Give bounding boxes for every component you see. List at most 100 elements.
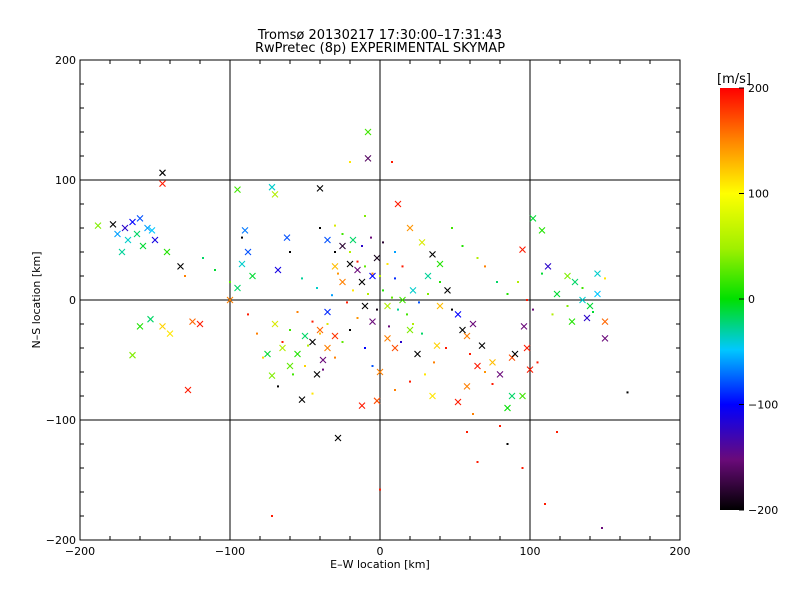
data-point-dot bbox=[256, 332, 258, 335]
data-point-cross bbox=[324, 344, 331, 352]
data-point-cross bbox=[249, 272, 256, 280]
data-point-dot bbox=[352, 289, 354, 292]
data-point-cross bbox=[594, 290, 601, 298]
data-point-cross bbox=[339, 278, 346, 286]
data-point-cross bbox=[544, 263, 552, 270]
data-point-cross bbox=[463, 383, 471, 390]
data-point-cross bbox=[384, 335, 391, 342]
data-point-cross bbox=[334, 434, 342, 442]
data-point-dot bbox=[421, 332, 423, 335]
data-point-cross bbox=[331, 332, 339, 340]
colorbar-tick-label: −100 bbox=[748, 399, 778, 412]
data-point-dot bbox=[604, 277, 606, 280]
data-point-dot bbox=[382, 241, 384, 244]
data-point-dot bbox=[388, 325, 390, 328]
data-point-dot bbox=[451, 227, 453, 229]
data-point-cross bbox=[136, 323, 144, 330]
data-point-dot bbox=[626, 391, 629, 394]
data-point-cross bbox=[301, 332, 309, 340]
data-point-dot bbox=[592, 311, 594, 313]
data-point-cross bbox=[391, 344, 399, 352]
data-point-dot bbox=[326, 323, 329, 325]
data-point-dot bbox=[371, 365, 374, 367]
data-point-dot bbox=[301, 277, 303, 280]
data-point-dot bbox=[424, 373, 426, 376]
data-point-dot bbox=[394, 389, 396, 391]
data-point-dot bbox=[241, 236, 243, 239]
data-point-dot bbox=[311, 392, 314, 395]
grid bbox=[80, 60, 680, 540]
data-point-dot bbox=[184, 275, 186, 277]
data-point-dot bbox=[433, 361, 435, 364]
data-point-dot bbox=[451, 308, 453, 311]
data-point-cross bbox=[226, 296, 234, 304]
data-point-cross bbox=[339, 242, 346, 250]
data-point-cross bbox=[579, 296, 586, 304]
data-point-cross bbox=[196, 320, 204, 328]
data-point-cross bbox=[511, 350, 519, 358]
data-point-dot bbox=[476, 257, 479, 259]
chart-title: Tromsø 20130217 17:30:00–17:31:43 bbox=[257, 28, 502, 43]
data-point-cross bbox=[109, 221, 117, 228]
data-point-cross bbox=[151, 236, 159, 244]
data-point-cross bbox=[594, 270, 601, 277]
x-tick-label: 200 bbox=[670, 545, 691, 558]
data-point-cross bbox=[148, 227, 156, 234]
data-point-cross bbox=[177, 263, 184, 270]
data-point-dot bbox=[491, 383, 494, 385]
data-point-cross bbox=[469, 320, 477, 328]
data-point-dot bbox=[214, 269, 216, 271]
data-point-dot bbox=[532, 308, 534, 311]
data-point-cross bbox=[406, 224, 414, 232]
data-point-cross bbox=[133, 230, 141, 238]
data-point-dot bbox=[292, 373, 294, 376]
data-point-cross bbox=[316, 326, 324, 334]
data-points bbox=[94, 128, 629, 529]
data-point-cross bbox=[279, 344, 286, 352]
data-point-cross bbox=[184, 386, 192, 394]
data-point-dot bbox=[319, 227, 321, 229]
data-point-dot bbox=[439, 281, 441, 283]
data-point-cross bbox=[586, 302, 594, 310]
data-point-cross bbox=[147, 315, 154, 323]
x-axis-label: E–W location [km] bbox=[330, 558, 430, 571]
data-point-dot bbox=[367, 293, 369, 295]
data-point-cross bbox=[139, 242, 147, 250]
data-point-cross bbox=[124, 236, 132, 244]
data-point-cross bbox=[264, 350, 271, 358]
y-tick-label: 200 bbox=[55, 54, 76, 67]
data-point-cross bbox=[519, 246, 526, 253]
colorbar-ticks: 200 100 0 −100 −200 bbox=[739, 82, 778, 517]
data-point-cross bbox=[463, 332, 471, 340]
y-tick-label: 100 bbox=[55, 174, 76, 187]
data-point-cross bbox=[454, 398, 462, 406]
data-point-cross bbox=[94, 222, 102, 229]
data-point-dot bbox=[406, 313, 408, 316]
data-point-dot bbox=[271, 515, 273, 517]
data-point-cross bbox=[436, 302, 444, 310]
data-point-cross bbox=[369, 318, 376, 325]
data-point-dot bbox=[484, 265, 486, 268]
data-point-dot bbox=[349, 251, 351, 253]
data-point-cross bbox=[268, 372, 276, 379]
data-point-dot bbox=[262, 356, 264, 359]
data-point-cross bbox=[409, 287, 417, 294]
data-point-dot bbox=[349, 161, 351, 163]
data-point-dot bbox=[409, 380, 411, 383]
y-tick-label: 0 bbox=[69, 294, 76, 307]
data-point-dot bbox=[364, 265, 366, 268]
chart-subtitle: RwPretec (8p) EXPERIMENTAL SKYMAP bbox=[255, 41, 505, 56]
data-point-dot bbox=[334, 251, 336, 253]
data-point-cross bbox=[159, 180, 166, 187]
data-point-cross bbox=[523, 344, 531, 352]
data-point-cross bbox=[144, 224, 151, 232]
y-axis-label: N–S location [km] bbox=[30, 251, 43, 348]
data-point-dot bbox=[484, 371, 486, 373]
data-point-dot bbox=[386, 263, 389, 265]
data-point-cross bbox=[241, 227, 249, 234]
data-point-dot bbox=[281, 341, 284, 343]
data-point-cross bbox=[238, 260, 246, 268]
data-point-dot bbox=[229, 281, 231, 283]
x-tick-label: 100 bbox=[520, 545, 541, 558]
data-point-dot bbox=[394, 277, 396, 280]
